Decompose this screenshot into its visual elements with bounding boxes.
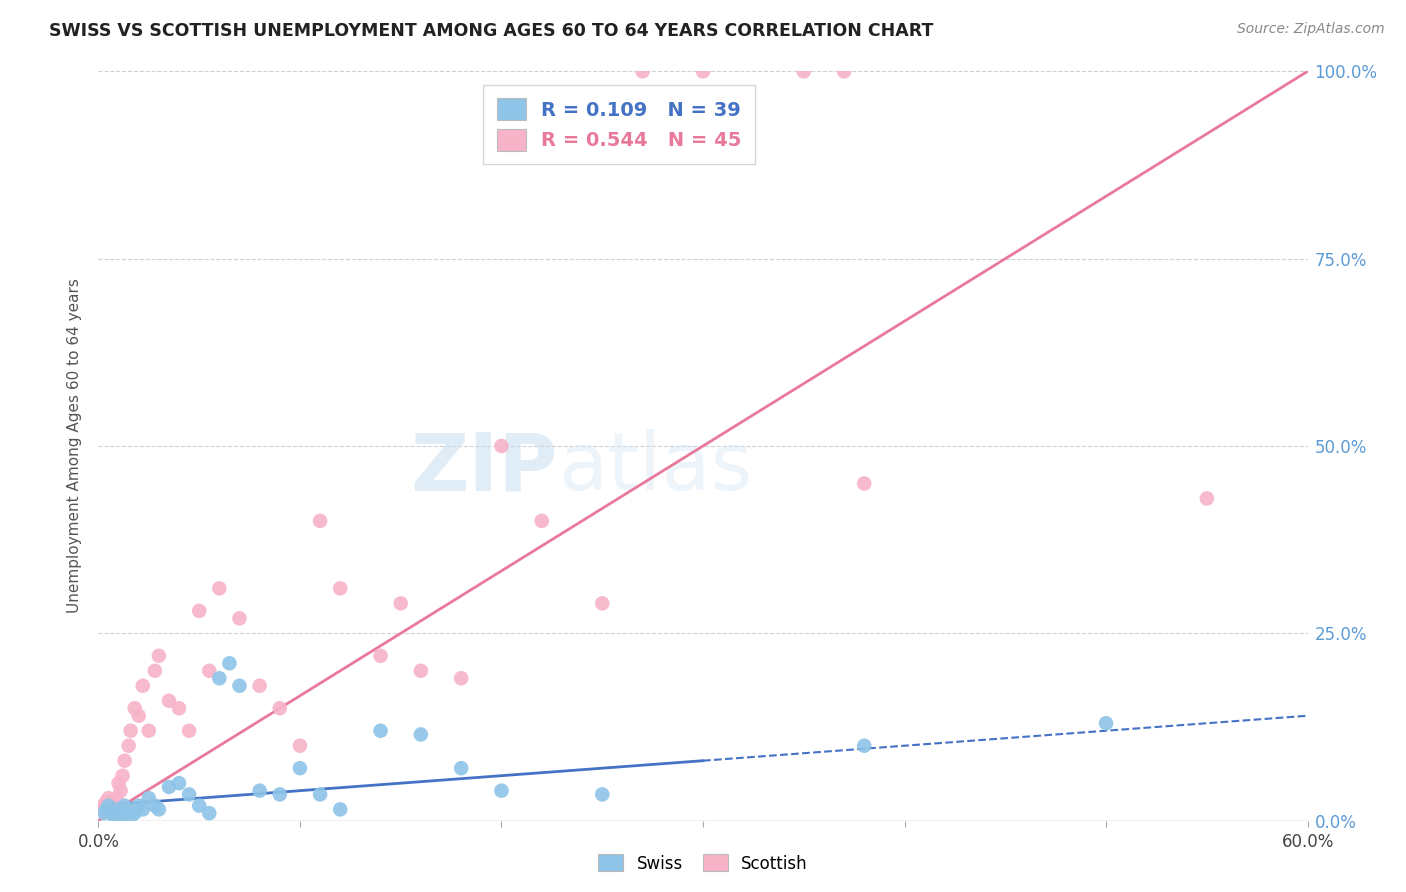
Point — [148, 648, 170, 663]
Point — [309, 788, 332, 802]
Text: ZIP: ZIP — [411, 429, 558, 508]
Point — [143, 798, 166, 813]
Point — [249, 783, 271, 797]
Point — [179, 788, 201, 802]
Point — [114, 798, 136, 813]
Point — [124, 701, 146, 715]
Legend: R = 0.109   N = 39, R = 0.544   N = 45: R = 0.109 N = 39, R = 0.544 N = 45 — [484, 85, 755, 164]
Point — [120, 723, 142, 738]
Point — [188, 798, 211, 813]
Point — [188, 604, 211, 618]
Point — [167, 776, 190, 790]
Point — [491, 783, 513, 797]
Point — [103, 798, 125, 813]
Point — [105, 791, 128, 805]
Point — [591, 596, 613, 610]
Point — [409, 664, 432, 678]
Point — [100, 798, 122, 813]
Point — [96, 795, 118, 809]
Point — [101, 802, 124, 816]
Point — [1095, 716, 1118, 731]
Point — [370, 648, 392, 663]
Point — [329, 582, 352, 596]
Point — [93, 802, 115, 816]
Point — [97, 791, 120, 805]
Point — [157, 780, 180, 794]
Point — [631, 64, 654, 78]
Point — [208, 582, 231, 596]
Point — [228, 611, 250, 625]
Point — [118, 739, 141, 753]
Point — [118, 802, 141, 816]
Point — [114, 754, 136, 768]
Point — [793, 64, 815, 78]
Point — [269, 788, 291, 802]
Point — [148, 802, 170, 816]
Point — [491, 439, 513, 453]
Point — [208, 671, 231, 685]
Point — [120, 810, 142, 824]
Point — [167, 701, 190, 715]
Point — [288, 761, 311, 775]
Point — [105, 806, 128, 821]
Point — [832, 64, 855, 78]
Point — [100, 802, 122, 816]
Point — [132, 679, 155, 693]
Point — [530, 514, 553, 528]
Point — [107, 776, 129, 790]
Point — [138, 723, 160, 738]
Point — [91, 798, 114, 813]
Point — [179, 723, 201, 738]
Point — [309, 514, 332, 528]
Point — [128, 798, 150, 813]
Point — [1195, 491, 1218, 506]
Point — [107, 802, 129, 816]
Point — [853, 476, 876, 491]
Point — [143, 664, 166, 678]
Point — [138, 791, 160, 805]
Point — [249, 679, 271, 693]
Point — [228, 679, 250, 693]
Point — [409, 727, 432, 741]
Point — [269, 701, 291, 715]
Point — [103, 810, 125, 824]
Text: Source: ZipAtlas.com: Source: ZipAtlas.com — [1237, 22, 1385, 37]
Point — [692, 64, 714, 78]
Point — [93, 806, 115, 821]
Point — [591, 788, 613, 802]
Point — [111, 807, 134, 822]
Point — [101, 806, 124, 821]
Point — [128, 708, 150, 723]
Point — [450, 761, 472, 775]
Point — [198, 664, 221, 678]
Point — [370, 723, 392, 738]
Point — [288, 739, 311, 753]
Point — [218, 657, 240, 671]
Point — [132, 802, 155, 816]
Point — [110, 783, 132, 797]
Point — [97, 798, 120, 813]
Point — [198, 806, 221, 821]
Point — [329, 802, 352, 816]
Point — [124, 806, 146, 821]
Text: atlas: atlas — [558, 429, 752, 508]
Legend: Swiss, Scottish: Swiss, Scottish — [592, 847, 814, 880]
Y-axis label: Unemployment Among Ages 60 to 64 years: Unemployment Among Ages 60 to 64 years — [66, 278, 82, 614]
Text: SWISS VS SCOTTISH UNEMPLOYMENT AMONG AGES 60 TO 64 YEARS CORRELATION CHART: SWISS VS SCOTTISH UNEMPLOYMENT AMONG AGE… — [49, 22, 934, 40]
Point — [389, 596, 412, 610]
Point — [157, 694, 180, 708]
Point — [96, 802, 118, 816]
Point — [111, 769, 134, 783]
Point — [853, 739, 876, 753]
Point — [450, 671, 472, 685]
Point — [110, 806, 132, 821]
